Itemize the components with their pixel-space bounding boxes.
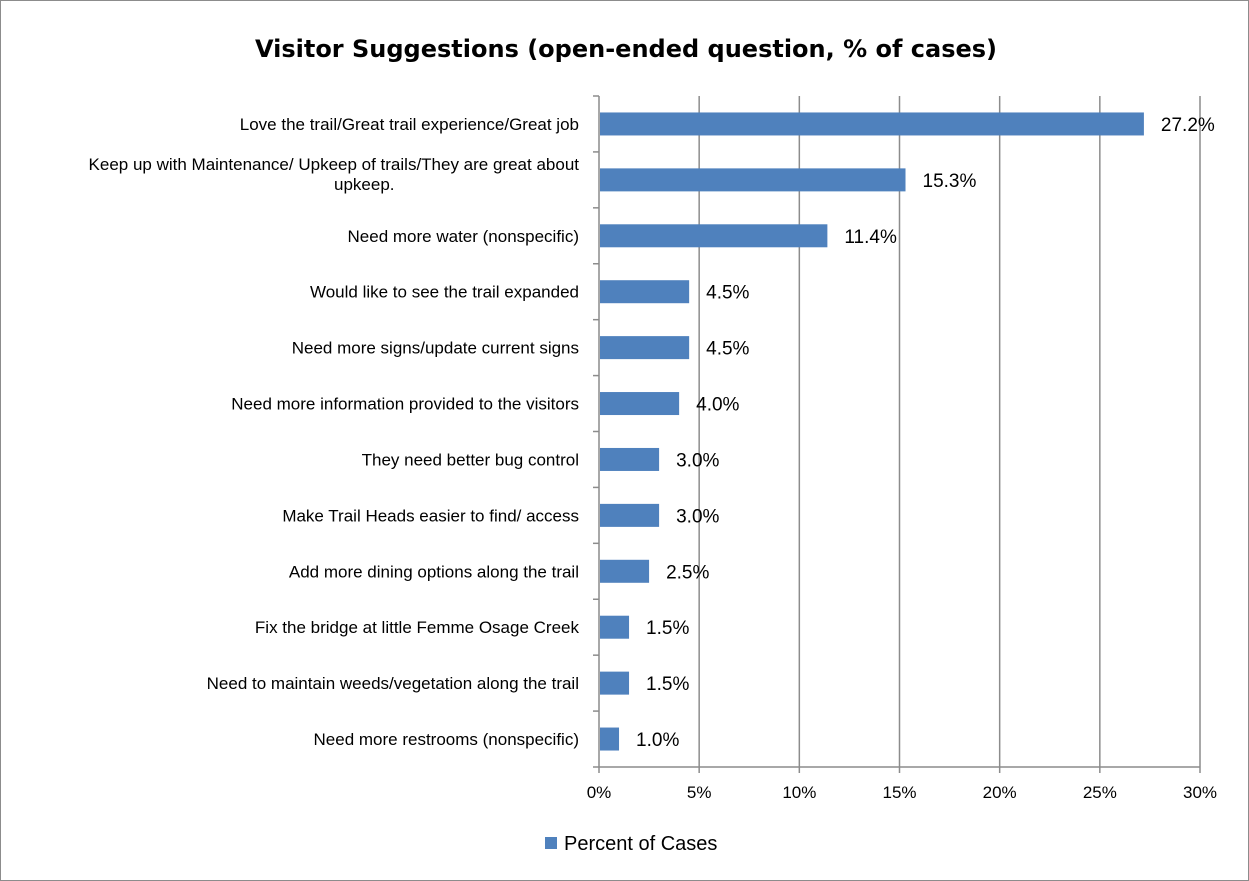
data-label: 1.5% — [646, 618, 689, 639]
data-label: 4.5% — [706, 339, 749, 360]
category-label: Add more dining options along the trail — [289, 562, 579, 581]
bars — [600, 112, 1144, 751]
category-label: Need more information provided to the vi… — [231, 395, 579, 414]
bar — [600, 224, 828, 248]
axes — [593, 95, 1201, 773]
bar — [600, 168, 906, 192]
bar — [600, 447, 660, 471]
legend-label: Percent of Cases — [564, 833, 717, 855]
legend: Percent of Cases — [545, 833, 717, 855]
data-label: 4.5% — [706, 283, 749, 304]
category-label: Love the trail/Great trail experience/Gr… — [240, 115, 579, 134]
data-label: 27.2% — [1161, 115, 1215, 136]
category-label: Would like to see the trail expanded — [310, 283, 579, 302]
data-label: 3.0% — [676, 506, 719, 527]
category-label-line: Keep up with Maintenance/ Upkeep of trai… — [89, 155, 580, 174]
data-label: 11.4% — [844, 227, 897, 248]
x-tick-label: 5% — [687, 783, 712, 802]
bar — [600, 671, 630, 695]
data-label: 1.5% — [646, 674, 689, 695]
data-label: 2.5% — [666, 562, 709, 583]
bar — [600, 392, 680, 416]
gridlines — [698, 96, 1201, 767]
data-labels: 27.2% 15.3% 11.4% 4.5% 4.5% 4.0% 3.0% 3.0% 2.5% 1… — [636, 115, 1215, 751]
category-label-line: upkeep. — [334, 175, 395, 194]
category-label: Need more restrooms (nonspecific) — [314, 730, 579, 749]
category-label: Need more signs/update current signs — [292, 339, 579, 358]
data-label: 3.0% — [676, 450, 719, 471]
bar — [600, 280, 690, 304]
chart-title: Visitor Suggestions (open-ended question… — [255, 35, 997, 63]
category-label: Keep up with Maintenance/ Upkeep of trai… — [89, 155, 580, 194]
bar — [600, 112, 1144, 136]
category-label: Make Trail Heads easier to find/ access — [282, 506, 579, 525]
bar — [600, 615, 630, 639]
x-tick-label: 25% — [1083, 783, 1117, 802]
category-label: Need more water (nonspecific) — [348, 227, 579, 246]
category-label: Need to maintain weeds/vegetation along … — [207, 674, 579, 693]
x-tick-label: 0% — [587, 783, 612, 802]
legend-swatch — [545, 837, 557, 849]
x-tick-labels: 0% 5% 10% 15% 20% 25% 30% — [587, 783, 1217, 802]
x-tick-label: 30% — [1183, 783, 1217, 802]
bar — [600, 559, 650, 583]
data-label: 4.0% — [696, 395, 739, 416]
data-label: 15.3% — [923, 171, 977, 192]
data-label: 1.0% — [636, 730, 679, 751]
x-tick-label: 15% — [882, 783, 916, 802]
category-labels: Love the trail/Great trail experience/Gr… — [89, 115, 580, 749]
x-tick-label: 10% — [782, 783, 816, 802]
bar — [600, 336, 690, 360]
bar — [600, 503, 660, 527]
category-label: Fix the bridge at little Femme Osage Cre… — [255, 618, 580, 637]
x-tick-label: 20% — [983, 783, 1017, 802]
category-label: They need better bug control — [362, 450, 579, 469]
bar — [600, 727, 620, 751]
